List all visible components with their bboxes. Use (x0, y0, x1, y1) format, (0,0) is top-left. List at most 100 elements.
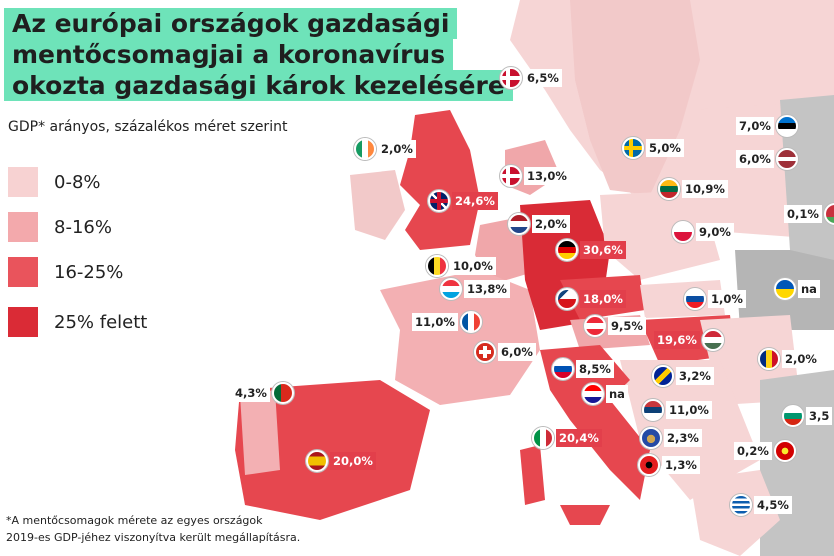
country-value: 11,0% (666, 401, 712, 419)
albania-flag-icon (638, 454, 660, 476)
country-value: 3,2% (676, 367, 714, 385)
bosnia-flag-icon (652, 365, 674, 387)
portugal-flag-icon (271, 382, 294, 404)
country-value: 13,8% (464, 280, 510, 298)
country-value: 1,3% (662, 456, 700, 474)
uk-region (400, 110, 480, 250)
country-value: 6,0% (736, 150, 774, 168)
country-label: 9,0% (672, 221, 734, 243)
country-label: 20,4% (532, 427, 602, 449)
country-value: 11,0% (412, 313, 458, 331)
country-label: 10,9% (658, 178, 728, 200)
country-label: 1,0% (684, 288, 746, 310)
latvia-flag-icon (775, 148, 798, 170)
country-value: 10,9% (682, 180, 728, 198)
belarus-flag-icon (823, 203, 834, 225)
country-label: 4,5% (730, 494, 792, 516)
country-value: 3,5 (806, 407, 833, 425)
country-value: na (798, 280, 820, 298)
luxembourg-flag-icon (440, 278, 462, 300)
spain-flag-icon (306, 450, 328, 472)
ukraine-flag-icon (774, 278, 796, 300)
country-label: 30,6% (556, 239, 626, 261)
netherlands-flag-icon (508, 213, 530, 235)
legend-label-0: 0-8% (54, 171, 101, 193)
country-label: 2,3% (640, 427, 702, 449)
ireland-flag-icon (354, 138, 376, 160)
country-value: 9,0% (696, 223, 734, 241)
bulgaria-flag-icon (782, 405, 804, 427)
ireland-region (350, 170, 405, 240)
country-value: 6,5% (524, 69, 562, 87)
slovakia-region (640, 280, 725, 318)
sicily-region (560, 505, 610, 525)
country-label: 1,3% (638, 454, 700, 476)
country-label: 8,5% (552, 358, 614, 380)
legend-label-3: 25% felett (54, 311, 148, 333)
footnote-line-1: *A mentőcsomagok mérete az egyes országo… (6, 514, 263, 527)
legend-swatch-2 (8, 257, 38, 287)
country-value: na (606, 385, 628, 403)
lithuania-flag-icon (658, 178, 680, 200)
title-line-2: mentőcsomagjai a koronavírus (4, 39, 454, 70)
country-label: 0,1% (784, 203, 834, 225)
country-value: 6,0% (498, 343, 536, 361)
country-value: 10,0% (450, 257, 496, 275)
denmark-flag-icon (500, 67, 522, 89)
estonia-flag-icon (775, 115, 798, 137)
legend-swatch-3 (8, 307, 38, 337)
croatia-flag-icon (582, 383, 604, 405)
legend-swatch-1 (8, 212, 38, 242)
country-value: 8,5% (576, 360, 614, 378)
legend-label-2: 16-25% (54, 261, 124, 283)
country-value: 19,6% (654, 331, 700, 349)
country-label: 3,2% (652, 365, 714, 387)
legend-item-1: 8-16% (8, 211, 112, 243)
poland-region (600, 190, 720, 280)
france-region (380, 270, 540, 405)
country-value: 0,1% (784, 205, 822, 223)
country-value: 2,0% (532, 215, 570, 233)
country-value: 13,0% (524, 167, 570, 185)
country-label: 10,0% (426, 255, 496, 277)
subtitle: GDP* arányos, százalékos méret szerint (8, 119, 288, 135)
footnote-line-2: 2019-es GDP-jéhez viszonyítva került meg… (6, 531, 301, 544)
south-east-gray (760, 370, 834, 556)
switzerland-flag-icon (474, 341, 496, 363)
country-label: 20,0% (306, 450, 376, 472)
title-line-3: okozta gazdasági károk kezelésére (4, 70, 513, 101)
uk-flag-icon (428, 190, 450, 212)
country-label: 3,5 (782, 405, 833, 427)
country-label: 9,5% (584, 315, 646, 337)
legend-item-3: 25% felett (8, 306, 147, 338)
denmark-flag-icon (500, 165, 522, 187)
country-label: 2,0% (758, 348, 820, 370)
country-label: 18,0% (556, 288, 626, 310)
country-value: 2,0% (782, 350, 820, 368)
legend-label-1: 8-16% (54, 216, 112, 238)
legend-item-0: 0-8% (8, 166, 101, 198)
iberia-region (235, 380, 430, 520)
legend-item-2: 16-25% (8, 256, 123, 288)
austria-flag-icon (584, 315, 606, 337)
country-label: 6,0% (736, 148, 798, 170)
poland-flag-icon (672, 221, 694, 243)
greece-flag-icon (730, 494, 752, 516)
country-label: 5,0% (622, 137, 684, 159)
country-value: 20,4% (556, 429, 602, 447)
macedonia-flag-icon (773, 440, 796, 462)
country-value: 4,3% (232, 384, 270, 402)
country-value: 2,0% (378, 140, 416, 158)
country-label: 6,5% (500, 67, 562, 89)
country-label: na (582, 383, 628, 405)
italy-flag-icon (532, 427, 554, 449)
country-label: 7,0% (736, 115, 798, 137)
country-label: 0,2% (734, 440, 796, 462)
france-flag-icon (459, 311, 482, 333)
country-label: 13,0% (500, 165, 570, 187)
portugal-region (240, 390, 280, 475)
sardinia-region (520, 445, 545, 505)
sweden-flag-icon (622, 137, 644, 159)
kosovo-flag-icon (640, 427, 662, 449)
hungary-flag-icon (701, 329, 724, 351)
